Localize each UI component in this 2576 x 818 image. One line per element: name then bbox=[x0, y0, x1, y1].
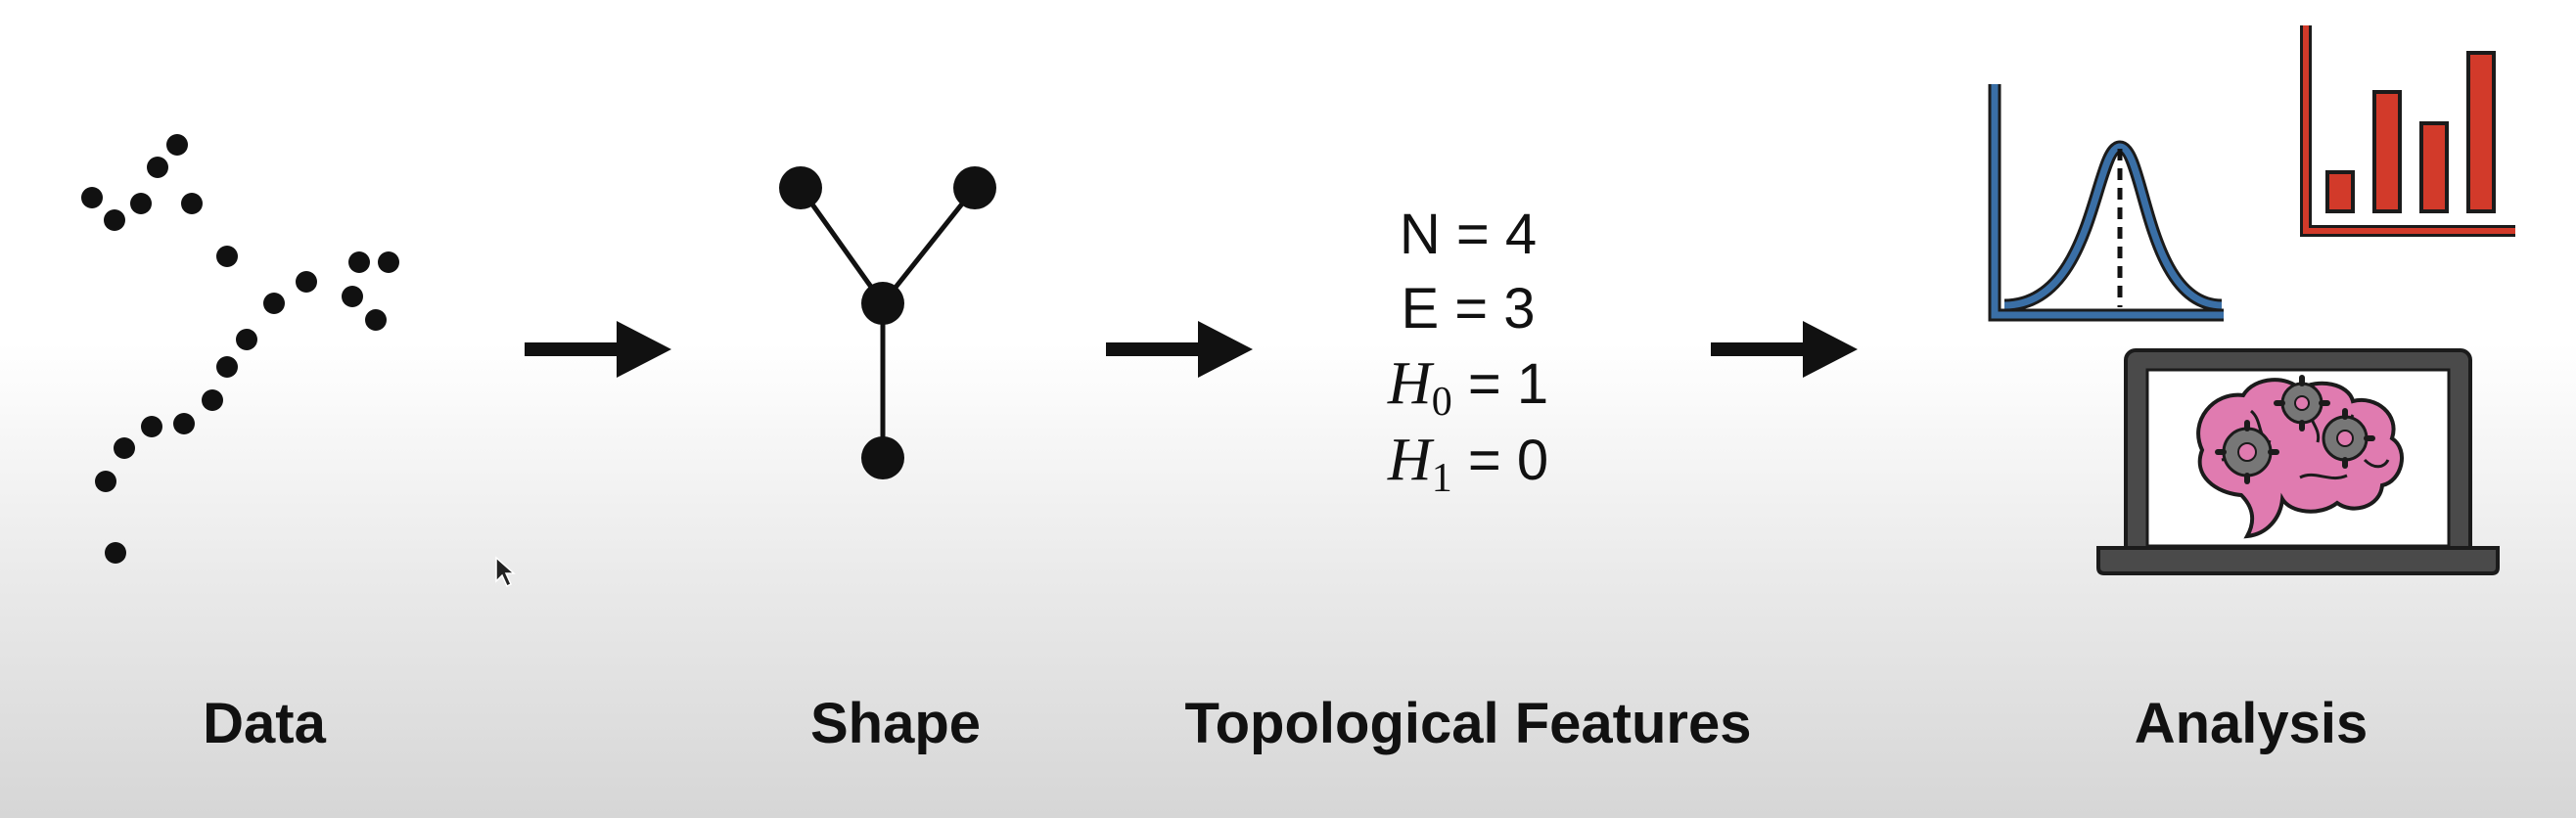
stage-label-features: Topological Features bbox=[1184, 692, 1752, 755]
stage-label-shape: Shape bbox=[809, 692, 982, 755]
feature-betti-0: H0 = 1 bbox=[1387, 350, 1549, 425]
graph-edge bbox=[881, 186, 977, 305]
data-point bbox=[95, 471, 116, 492]
data-point bbox=[365, 309, 387, 331]
mouse-pointer-icon bbox=[495, 556, 516, 588]
feature-betti-1: H1 = 0 bbox=[1387, 427, 1549, 501]
data-point bbox=[378, 251, 399, 273]
data-point bbox=[236, 329, 257, 350]
data-point bbox=[81, 187, 103, 208]
data-point bbox=[104, 209, 125, 231]
graph-node bbox=[861, 436, 904, 479]
data-point bbox=[105, 542, 126, 564]
graph-node bbox=[953, 166, 996, 209]
arrow-icon bbox=[1711, 321, 1858, 378]
data-point bbox=[216, 246, 238, 267]
data-point-cloud bbox=[81, 134, 399, 564]
data-point bbox=[114, 437, 135, 459]
data-point bbox=[202, 389, 223, 411]
stage-label-analysis: Analysis bbox=[2134, 692, 2369, 755]
graph-node bbox=[861, 282, 904, 325]
data-point bbox=[166, 134, 188, 156]
data-point bbox=[342, 286, 363, 307]
stage-label-data: Data bbox=[203, 692, 326, 755]
data-point bbox=[216, 356, 238, 378]
feature-edge-count: E = 3 bbox=[1401, 277, 1536, 341]
shape-graph bbox=[779, 166, 996, 479]
bell-curve-chart-icon bbox=[1988, 84, 2224, 322]
bar-chart-icon bbox=[2300, 25, 2515, 237]
data-point bbox=[141, 416, 162, 437]
data-point bbox=[296, 271, 317, 293]
arrow-icon bbox=[1106, 321, 1253, 378]
data-point bbox=[130, 193, 152, 214]
data-point bbox=[348, 251, 370, 273]
graph-edge bbox=[798, 186, 886, 305]
laptop-brain-icon bbox=[2096, 348, 2500, 575]
graph-node bbox=[779, 166, 822, 209]
data-point bbox=[173, 413, 195, 434]
data-point bbox=[263, 293, 285, 314]
feature-vertex-count: N = 4 bbox=[1399, 203, 1538, 266]
data-point bbox=[181, 193, 203, 214]
data-point bbox=[147, 157, 168, 178]
arrow-icon bbox=[525, 321, 671, 378]
